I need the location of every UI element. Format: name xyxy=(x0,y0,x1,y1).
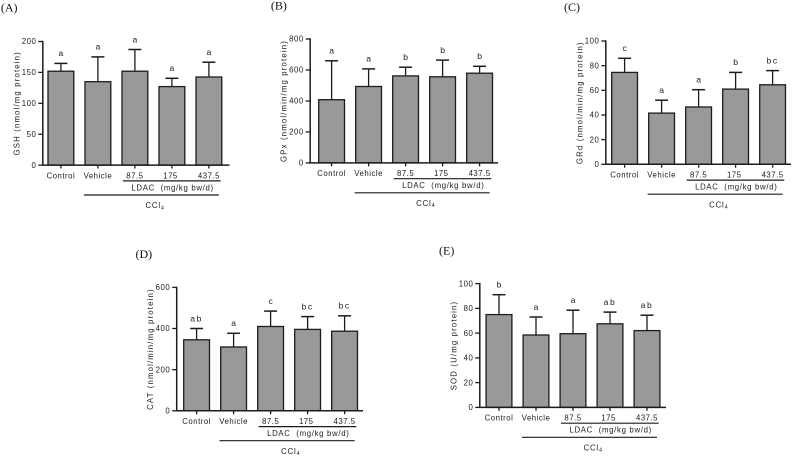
svg-text:600: 600 xyxy=(289,66,304,75)
svg-text:a: a xyxy=(96,42,101,52)
svg-text:200: 200 xyxy=(156,365,171,374)
svg-text:437.5: 437.5 xyxy=(636,414,658,423)
svg-text:(A): (A) xyxy=(1,1,18,15)
svg-text:175: 175 xyxy=(434,169,449,178)
svg-text:437.5: 437.5 xyxy=(334,417,356,426)
svg-text:GSH (nmol/mg protein): GSH (nmol/mg protein) xyxy=(12,51,21,155)
svg-text:b: b xyxy=(477,51,482,61)
svg-text:LDAC (mg/kg bw/d): LDAC (mg/kg bw/d) xyxy=(131,183,213,192)
svg-text:CAT (nmol/min/mg protein): CAT (nmol/min/mg protein) xyxy=(146,288,155,410)
svg-text:(C): (C) xyxy=(564,0,580,14)
svg-text:a: a xyxy=(366,54,371,64)
svg-text:600: 600 xyxy=(156,283,171,292)
svg-text:437.5: 437.5 xyxy=(198,171,220,180)
svg-text:b: b xyxy=(733,57,738,67)
svg-text:CCl4: CCl4 xyxy=(416,199,435,209)
svg-text:175: 175 xyxy=(299,417,314,426)
svg-text:ab: ab xyxy=(190,313,203,323)
svg-text:20: 20 xyxy=(590,135,600,144)
svg-text:b: b xyxy=(497,280,502,290)
svg-text:GRd (nmol/min/mg protein): GRd (nmol/min/mg protein) xyxy=(575,41,584,164)
svg-text:a: a xyxy=(534,302,539,312)
svg-text:b: b xyxy=(403,52,408,62)
svg-text:87.5: 87.5 xyxy=(564,414,581,423)
svg-text:175: 175 xyxy=(601,414,616,423)
svg-text:c: c xyxy=(268,296,273,306)
svg-text:87.5: 87.5 xyxy=(690,171,707,180)
svg-text:0: 0 xyxy=(468,403,473,412)
svg-text:800: 800 xyxy=(289,35,304,44)
svg-text:Vehicle: Vehicle xyxy=(84,171,113,180)
svg-text:Control: Control xyxy=(317,169,346,178)
svg-text:CCl4: CCl4 xyxy=(709,200,728,210)
svg-text:Control: Control xyxy=(485,414,514,423)
svg-text:a: a xyxy=(133,34,138,44)
svg-text:Control: Control xyxy=(47,171,76,180)
svg-text:Vehicle: Vehicle xyxy=(522,414,551,423)
svg-text:87.5: 87.5 xyxy=(262,417,279,426)
svg-text:40: 40 xyxy=(464,354,474,363)
svg-text:0: 0 xyxy=(31,161,36,170)
svg-text:a: a xyxy=(571,295,576,305)
svg-text:a: a xyxy=(659,85,664,95)
svg-text:LDAC (mg/kg bw/d): LDAC (mg/kg bw/d) xyxy=(695,183,777,192)
svg-text:87.5: 87.5 xyxy=(126,171,143,180)
svg-text:Vehicle: Vehicle xyxy=(219,417,248,426)
svg-text:(E): (E) xyxy=(439,244,454,258)
svg-text:400: 400 xyxy=(156,324,171,333)
svg-text:LDAC (mg/kg bw/d): LDAC (mg/kg bw/d) xyxy=(402,181,484,190)
svg-text:200: 200 xyxy=(289,128,304,137)
svg-text:100: 100 xyxy=(22,99,37,108)
svg-text:SOD (U/mg protein): SOD (U/mg protein) xyxy=(449,301,458,391)
svg-text:bc: bc xyxy=(338,301,350,311)
svg-text:0: 0 xyxy=(299,159,304,168)
svg-text:LDAC (mg/kg bw/d): LDAC (mg/kg bw/d) xyxy=(267,429,349,438)
svg-text:40: 40 xyxy=(590,111,600,120)
svg-text:bc: bc xyxy=(766,55,778,65)
svg-text:c: c xyxy=(622,43,627,53)
svg-text:ab: ab xyxy=(604,297,617,307)
svg-text:a: a xyxy=(59,48,64,58)
svg-text:400: 400 xyxy=(289,97,304,106)
svg-text:ab: ab xyxy=(641,300,654,310)
svg-text:a: a xyxy=(329,46,334,56)
svg-text:a: a xyxy=(170,63,175,73)
svg-text:175: 175 xyxy=(727,171,742,180)
svg-text:200: 200 xyxy=(22,37,37,46)
svg-text:LDAC (mg/kg bw/d): LDAC (mg/kg bw/d) xyxy=(569,426,651,435)
svg-text:bc: bc xyxy=(301,301,313,311)
svg-text:20: 20 xyxy=(464,378,474,387)
svg-text:(B): (B) xyxy=(271,0,287,13)
svg-text:Vehicle: Vehicle xyxy=(354,169,383,178)
svg-text:437.5: 437.5 xyxy=(762,171,784,180)
svg-text:60: 60 xyxy=(590,86,600,95)
svg-text:175: 175 xyxy=(163,171,178,180)
svg-text:80: 80 xyxy=(464,304,474,313)
svg-text:CCl4: CCl4 xyxy=(584,443,603,453)
svg-text:437.5: 437.5 xyxy=(469,169,491,178)
svg-text:100: 100 xyxy=(585,37,600,46)
svg-text:Control: Control xyxy=(610,171,639,180)
svg-text:CCl4: CCl4 xyxy=(145,201,164,211)
svg-text:0: 0 xyxy=(594,160,599,169)
svg-text:50: 50 xyxy=(27,130,37,139)
svg-text:Vehicle: Vehicle xyxy=(647,171,676,180)
svg-text:a: a xyxy=(231,318,236,328)
svg-text:100: 100 xyxy=(459,279,474,288)
svg-text:a: a xyxy=(207,47,212,57)
svg-text:Control: Control xyxy=(182,417,211,426)
svg-text:b: b xyxy=(440,45,445,55)
svg-text:CCl4: CCl4 xyxy=(281,447,300,457)
svg-text:87.5: 87.5 xyxy=(397,169,414,178)
svg-text:0: 0 xyxy=(165,407,170,416)
svg-text:a: a xyxy=(696,75,701,85)
svg-text:150: 150 xyxy=(22,68,37,77)
svg-text:GPx (nmol/min/mg protein): GPx (nmol/min/mg protein) xyxy=(280,40,289,162)
svg-text:60: 60 xyxy=(464,329,474,338)
svg-text:(D): (D) xyxy=(136,247,153,261)
svg-text:80: 80 xyxy=(590,61,600,70)
